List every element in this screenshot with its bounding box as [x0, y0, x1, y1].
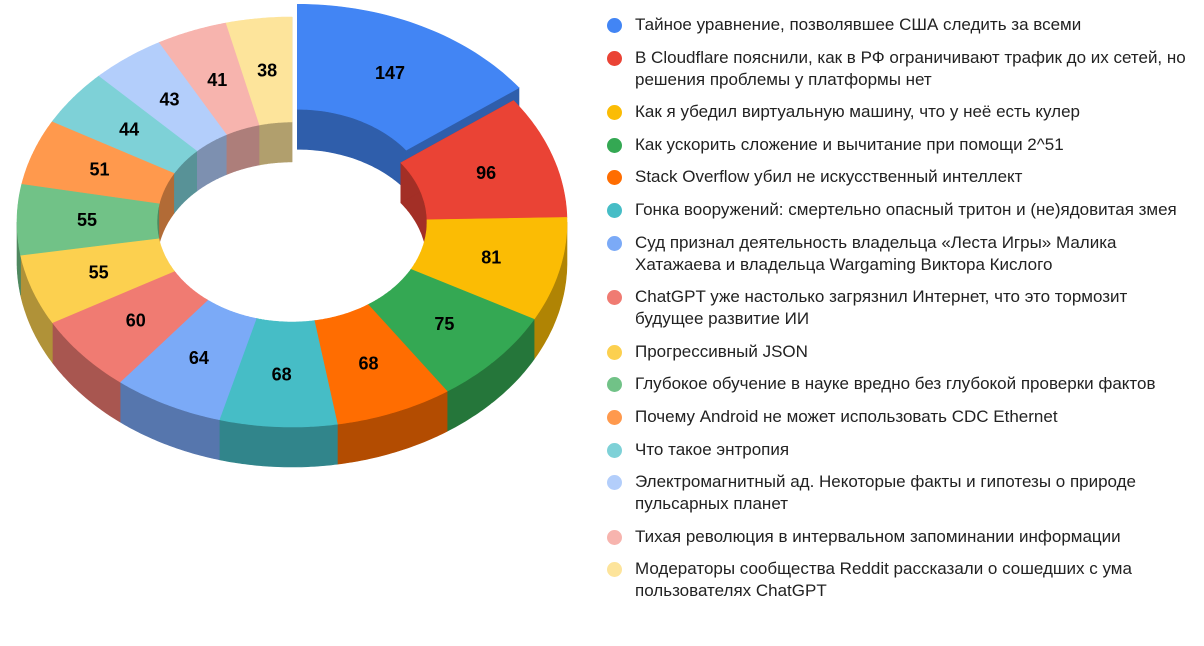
legend-color-dot-icon: [607, 170, 622, 186]
legend-item: Как ускорить сложение и вычитание при по…: [607, 134, 1187, 156]
slice-value-label: 43: [159, 90, 179, 110]
slice-value-label: 51: [89, 160, 109, 180]
legend-color-dot-icon: [607, 529, 622, 545]
legend-label: Тихая революция в интервальном запоминан…: [635, 526, 1121, 546]
legend-label: Гонка вооружений: смертельно опасный три…: [635, 199, 1177, 219]
legend-label: Как ускорить сложение и вычитание при по…: [635, 134, 1064, 154]
slice-value-label: 75: [434, 314, 454, 334]
slice-value-label: 64: [189, 348, 209, 368]
legend-color-dot-icon: [607, 105, 622, 121]
legend-label: Прогрессивный JSON: [635, 341, 808, 361]
legend-item: Как я убедил виртуальную машину, что у н…: [607, 101, 1187, 123]
legend-item: Суд признал деятельность владельца «Лест…: [607, 232, 1187, 276]
legend-color-dot-icon: [607, 442, 622, 458]
legend-color-dot-icon: [607, 475, 622, 491]
donut-chart-svg: 147 96 81 75 68 68 64 60 55 55 51 44 43 41 38: [16, 4, 568, 468]
legend-label: Тайное уравнение, позволявшее США следит…: [635, 15, 1082, 34]
legend-color-dot-icon: [607, 562, 622, 578]
slice-value-label: 60: [126, 311, 146, 331]
slice-value-label: 68: [272, 364, 292, 384]
legend-label: Электромагнитный ад. Некоторые факты и г…: [635, 472, 1137, 514]
donut-slice: [225, 16, 293, 126]
legend-item: Гонка вооружений: смертельно опасный три…: [607, 199, 1187, 221]
legend-item: Глубокое обучение в науке вредно без глу…: [607, 373, 1187, 395]
legend-item: ChatGPT уже настолько загрязнил Интернет…: [607, 286, 1187, 330]
legend-label: В Cloudflare пояснили, как в РФ ограничи…: [635, 47, 1186, 89]
slice-inner-wall: [259, 121, 293, 166]
legend-item: Что такое энтропия: [607, 439, 1187, 461]
legend-label: Суд признал деятельность владельца «Лест…: [635, 232, 1117, 274]
chart-legend: Тайное уравнение, позволявшее США следит…: [607, 14, 1187, 613]
legend-item: Тайное уравнение, позволявшее США следит…: [607, 14, 1187, 36]
legend-item: Stack Overflow убил не искусственный инт…: [607, 166, 1187, 188]
slice-value-label: 41: [207, 70, 227, 90]
slice-value-label: 44: [119, 119, 139, 139]
legend-color-dot-icon: [607, 377, 622, 393]
legend-item: Модераторы сообщества Reddit рассказали …: [607, 558, 1187, 602]
legend-color-dot-icon: [607, 290, 622, 306]
legend-label: Глубокое обучение в науке вредно без глу…: [635, 374, 1156, 394]
legend-color-dot-icon: [607, 202, 622, 218]
slice-value-label: 55: [89, 263, 109, 283]
legend-label: Как я убедил виртуальную машину, что у н…: [635, 102, 1080, 122]
legend-label: Почему Android не может использовать CDC…: [635, 406, 1058, 426]
legend-item: Прогрессивный JSON: [607, 341, 1187, 363]
legend-item: В Cloudflare пояснили, как в РФ ограничи…: [607, 47, 1187, 91]
legend-color-dot-icon: [607, 235, 622, 251]
legend-color-dot-icon: [607, 50, 622, 66]
legend-label: Что такое энтропия: [635, 439, 790, 459]
slice-value-label: 81: [481, 248, 501, 268]
slice-value-label: 68: [358, 354, 378, 374]
legend-color-dot-icon: [607, 137, 622, 153]
legend-item: Тихая революция в интервальном запоминан…: [607, 526, 1187, 548]
legend-color-dot-icon: [607, 409, 622, 425]
slice-value-label: 96: [476, 163, 496, 183]
legend-label: ChatGPT уже настолько загрязнил Интернет…: [635, 287, 1128, 329]
donut-chart: 147 96 81 75 68 68 64 60 55 55 51 44 43 41 38: [0, 0, 600, 646]
legend-label: Модераторы сообщества Reddit рассказали …: [635, 559, 1132, 601]
legend-item: Электромагнитный ад. Некоторые факты и г…: [607, 471, 1187, 515]
slice-value-label: 38: [257, 61, 277, 81]
donut-slice: [297, 4, 520, 151]
legend-item: Почему Android не может использовать CDC…: [607, 406, 1187, 428]
slice-value-label: 147: [375, 63, 405, 83]
slice-value-label: 55: [77, 210, 97, 230]
legend-label: Stack Overflow убил не искусственный инт…: [635, 167, 1023, 187]
legend-color-dot-icon: [607, 18, 622, 33]
legend-color-dot-icon: [607, 344, 622, 360]
